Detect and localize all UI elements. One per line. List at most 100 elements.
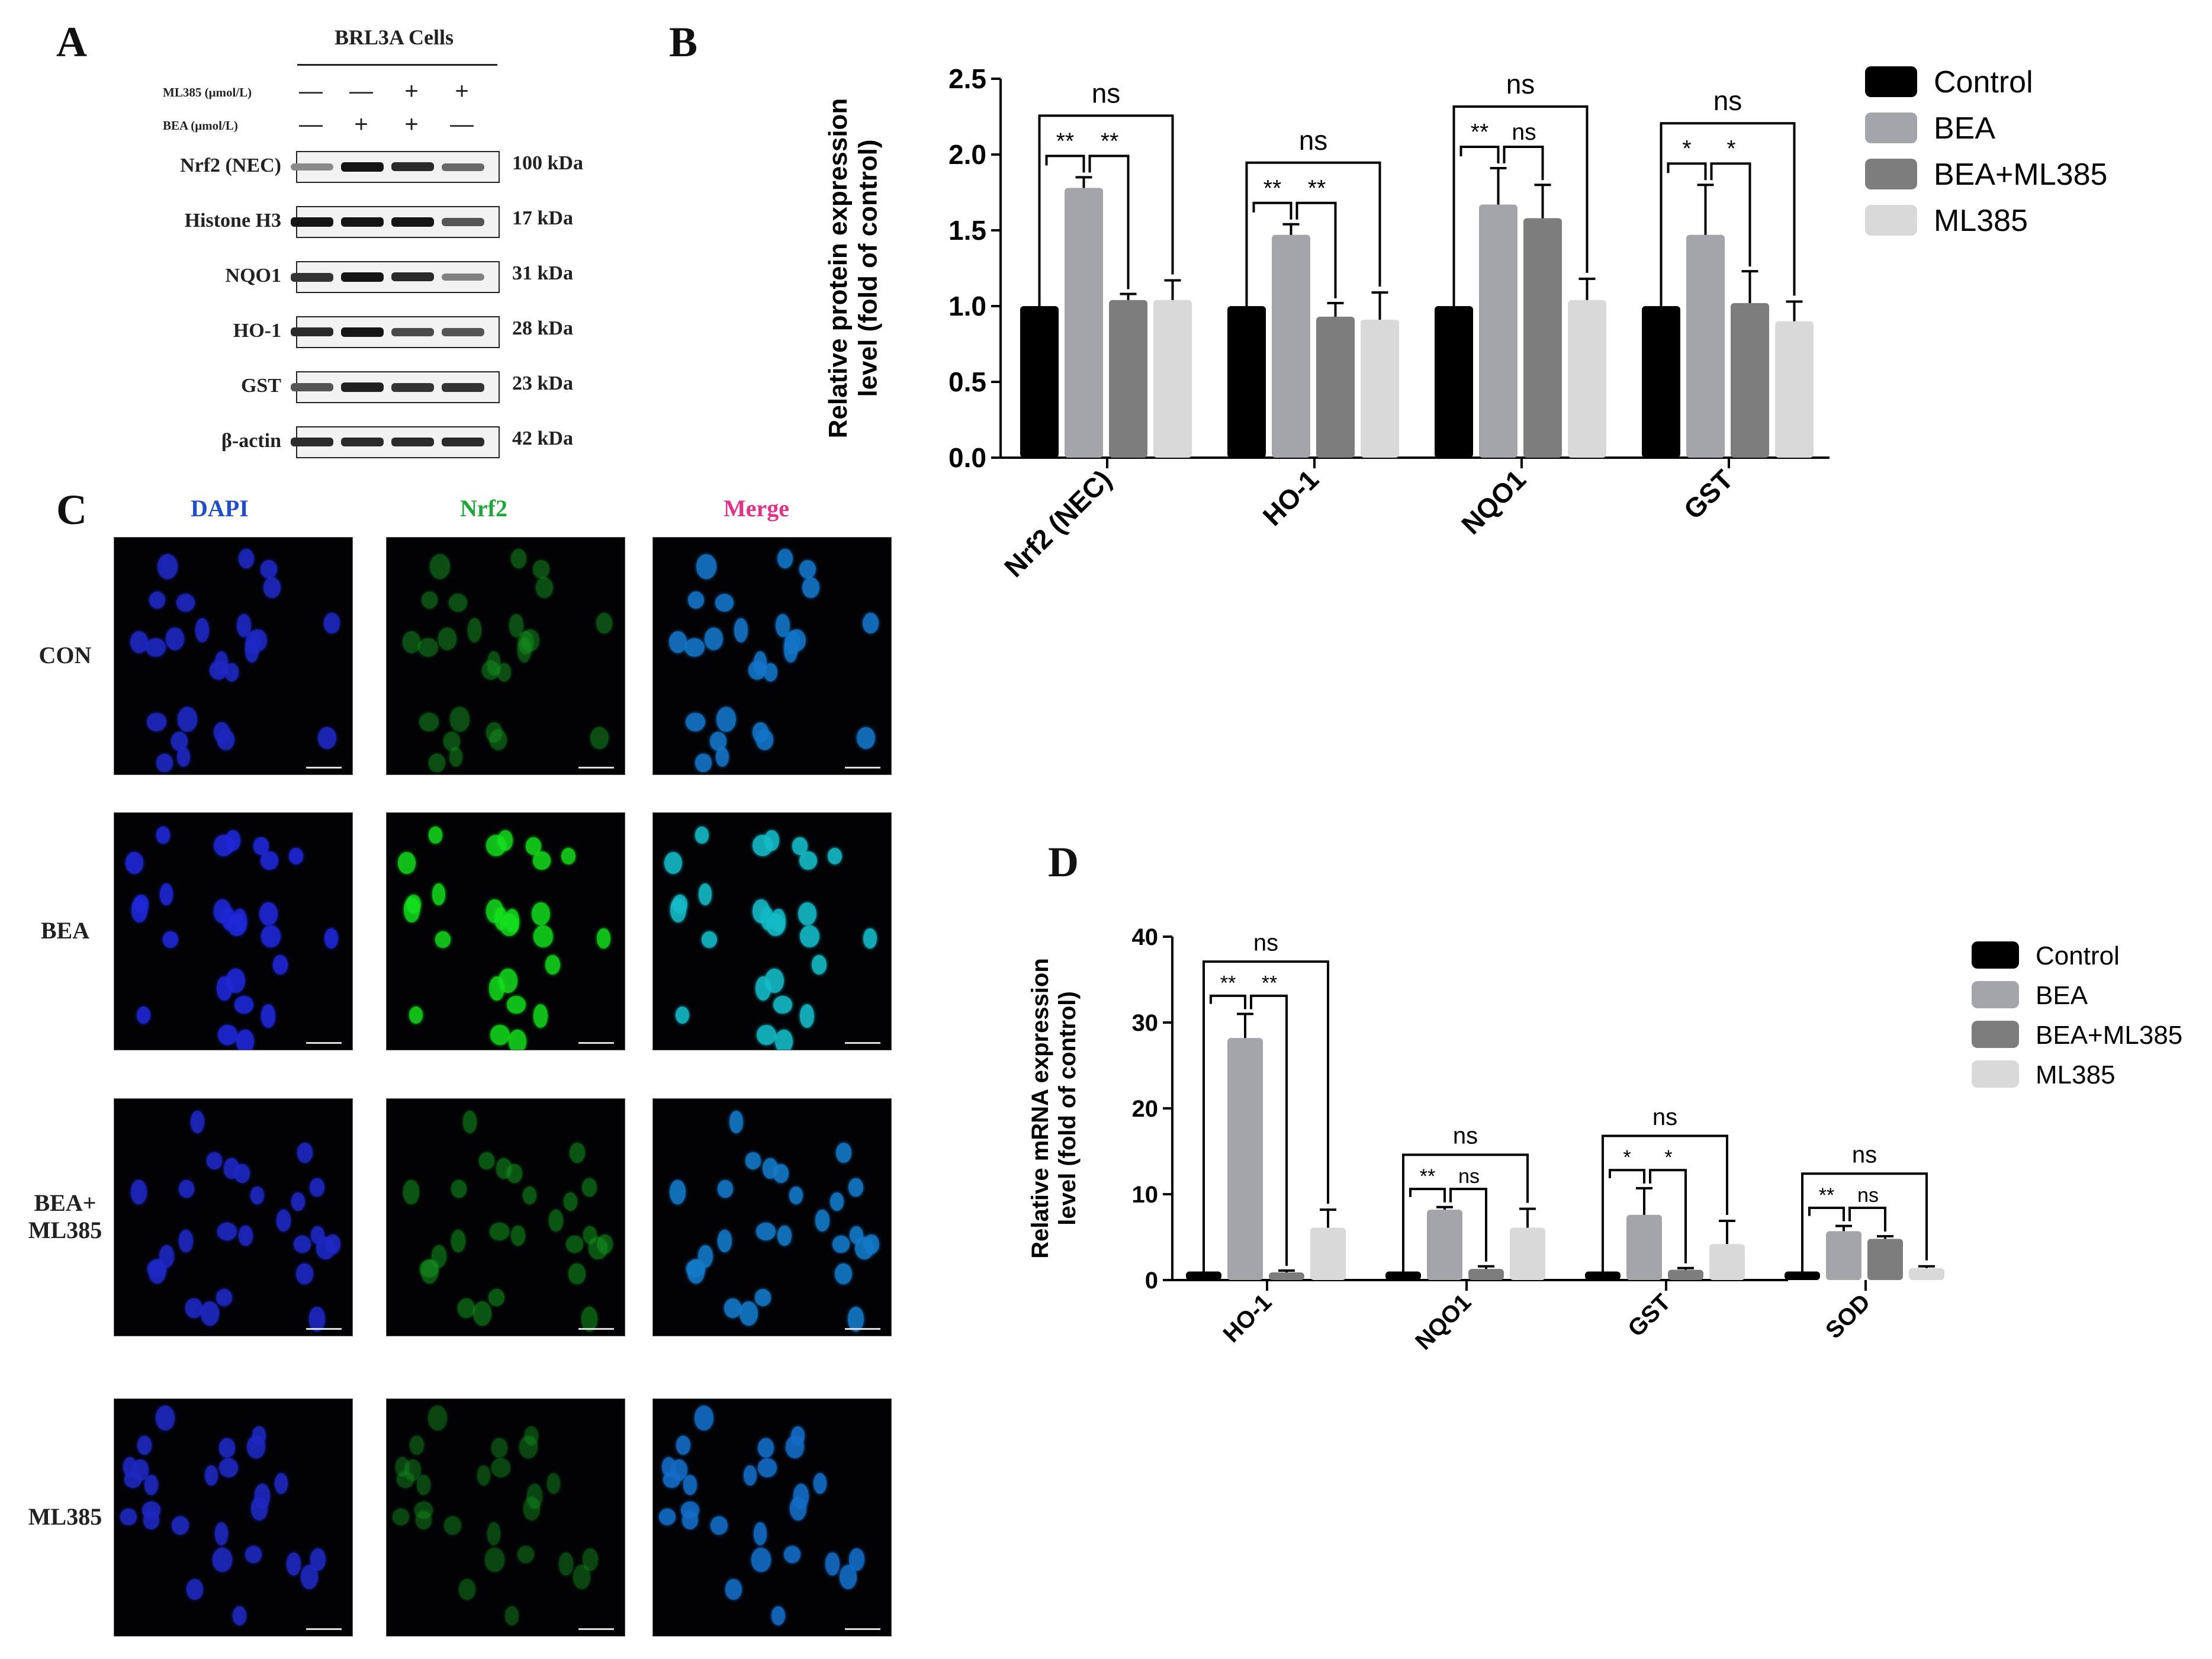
cell-nucleus <box>856 726 875 749</box>
bar <box>1272 234 1310 458</box>
blot-band <box>291 273 333 282</box>
cell-nucleus <box>566 1236 583 1253</box>
bar <box>1686 234 1725 458</box>
cell-nucleus <box>187 1579 203 1600</box>
scale-bar <box>306 1042 342 1044</box>
treatment-label: BEA (μmol/L) <box>163 118 238 133</box>
legend-label: ML385 <box>1934 204 2028 238</box>
cell-nucleus <box>206 1152 223 1169</box>
cell-nucleus <box>687 1259 705 1284</box>
micrograph-image <box>114 1098 353 1336</box>
cell-nucleus <box>765 969 784 993</box>
cell-nucleus <box>263 577 281 598</box>
cell-nucleus <box>209 661 227 680</box>
bar <box>1269 1272 1304 1280</box>
cell-nucleus <box>799 1004 815 1028</box>
legend-label: ML385 <box>2036 1060 2115 1089</box>
significance-label: ** <box>1101 128 1118 154</box>
bar <box>1479 204 1517 458</box>
cell-nucleus <box>509 613 523 637</box>
blot-band <box>291 438 333 446</box>
cell-nucleus <box>125 851 144 874</box>
cell-nucleus <box>546 1473 561 1494</box>
cell-nucleus <box>238 548 254 568</box>
micrograph-row-label: BEA <box>40 917 90 944</box>
cell-nucleus <box>686 712 705 732</box>
legend-label: BEA <box>2036 981 2088 1010</box>
cell-nucleus <box>729 1110 743 1134</box>
cell-nucleus <box>144 1475 158 1495</box>
cell-nucleus <box>710 1516 728 1535</box>
cell-nucleus <box>217 729 235 750</box>
protein-label: β-actin <box>221 430 281 452</box>
cell-nucleus <box>273 955 288 975</box>
cell-nucleus <box>848 1307 864 1332</box>
y-tick-label: 20 <box>1132 1096 1159 1122</box>
bar <box>1361 320 1399 458</box>
protein-label: NQO1 <box>225 265 281 287</box>
cell-nucleus <box>191 1110 204 1134</box>
kda-label: 42 kDa <box>512 427 573 449</box>
blot-band <box>442 218 484 226</box>
cell-nucleus <box>234 996 254 1014</box>
cell-nucleus <box>596 612 613 634</box>
micrograph-image <box>386 812 625 1050</box>
cell-nucleus <box>802 577 819 598</box>
cell-nucleus <box>227 913 247 936</box>
significance-label: ** <box>1263 176 1281 201</box>
cell-nucleus <box>226 969 245 993</box>
cell-nucleus <box>695 1406 714 1430</box>
bar <box>1626 1214 1662 1280</box>
y-tick-label: 30 <box>1132 1010 1159 1036</box>
y-tick-label: 0 <box>1145 1268 1158 1294</box>
cell-nucleus <box>216 1289 233 1307</box>
bar <box>1785 1271 1820 1280</box>
blot-band <box>391 438 434 446</box>
y-tick-label: 0.0 <box>949 442 986 473</box>
significance-label: ns <box>1652 1104 1677 1130</box>
blot-band <box>391 328 434 336</box>
significance-bracket <box>1252 201 1293 220</box>
legend-swatch <box>1865 66 1917 97</box>
cell-nucleus <box>245 1545 262 1564</box>
cell-nucleus <box>490 1025 510 1045</box>
blot-band <box>442 274 484 281</box>
cell-nucleus <box>259 902 278 925</box>
significance-bracket <box>1660 122 1796 453</box>
y-tick-label: 1.5 <box>949 215 986 246</box>
cell-nucleus <box>428 827 442 844</box>
cell-nucleus <box>421 1259 439 1284</box>
cell-nucleus <box>163 931 178 949</box>
cell-nucleus <box>463 1110 477 1134</box>
bar <box>1585 1271 1621 1280</box>
cell-nucleus <box>784 1545 800 1564</box>
micrograph-image <box>652 537 892 775</box>
cell-nucleus <box>488 1289 505 1307</box>
cell-nucleus <box>166 627 184 650</box>
cell-nucleus <box>224 663 239 682</box>
treatment-sign: + <box>404 111 419 137</box>
cell-nucleus <box>862 612 879 634</box>
blot-band <box>291 383 333 391</box>
scale-bar <box>306 1628 342 1630</box>
cell-nucleus <box>519 1435 538 1458</box>
cell-nucleus <box>775 613 790 637</box>
cell-nucleus <box>309 1178 324 1197</box>
cell-nucleus <box>185 1298 203 1319</box>
cell-nucleus <box>261 925 281 948</box>
legend-label: BEA+ML385 <box>2036 1021 2182 1050</box>
kda-label: 23 kDa <box>512 372 573 394</box>
cell-nucleus <box>800 925 820 948</box>
legend-swatch <box>1972 1021 2019 1048</box>
legend-label: BEA <box>1934 111 1995 146</box>
cell-nucleus <box>507 996 526 1014</box>
x-tick-label: GST <box>1677 464 1739 525</box>
significance-bracket <box>1203 960 1329 1275</box>
blot-strip <box>291 426 500 458</box>
micrograph-image <box>114 812 353 1050</box>
cell-nucleus <box>751 1548 771 1572</box>
significance-label: ns <box>1299 125 1328 156</box>
cell-nucleus <box>490 1223 510 1240</box>
treatment-sign: — <box>450 111 474 137</box>
cell-nucleus <box>740 1301 758 1326</box>
